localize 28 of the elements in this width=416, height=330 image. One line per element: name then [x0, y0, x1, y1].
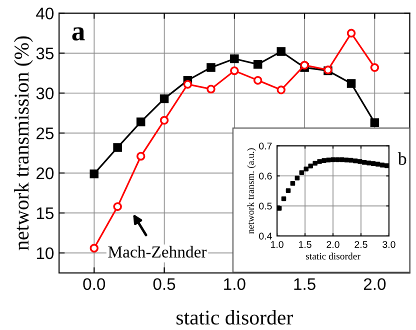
y-tick-label: 35	[36, 48, 54, 60]
y-tick-label: 0.4	[259, 232, 272, 240]
y-tick-label: 25	[36, 127, 54, 140]
y-axis-title: network transmission (%)	[14, 36, 33, 250]
x-tick-label: 1.0	[224, 278, 246, 290]
x-tick-label: 2.0	[326, 241, 340, 248]
y-tick-label: 30	[36, 88, 54, 100]
x-tick-label: 0.5	[153, 278, 176, 290]
x-tick-label: 1.5	[294, 278, 316, 290]
x-axis-title: static disorder	[306, 252, 360, 260]
x-axis-title: static disorder	[176, 310, 293, 325]
y-tick-label: 0.5	[259, 202, 272, 210]
y-tick-label: 0.7	[259, 142, 272, 150]
y-tick-label: 10	[36, 247, 54, 260]
x-tick-label: 1.0	[271, 241, 284, 248]
annotation: a	[72, 27, 85, 41]
y-tick-label: 15	[36, 208, 54, 220]
x-tick-label: 0.0	[83, 278, 106, 290]
y-axis-title: network transm. (a.u.)	[247, 148, 256, 234]
y-tick-label: 0.6	[259, 172, 272, 180]
y-tick-label: 20	[36, 167, 54, 180]
x-tick-label: 2.5	[354, 241, 368, 248]
annotation: b	[398, 152, 406, 165]
x-tick-label: 2.0	[364, 278, 386, 290]
x-tick-label: 3.0	[382, 241, 396, 248]
x-tick-label: 1.5	[299, 241, 312, 248]
y-tick-label: 40	[36, 8, 54, 20]
annotation: Mach-Zehnder	[108, 246, 207, 258]
